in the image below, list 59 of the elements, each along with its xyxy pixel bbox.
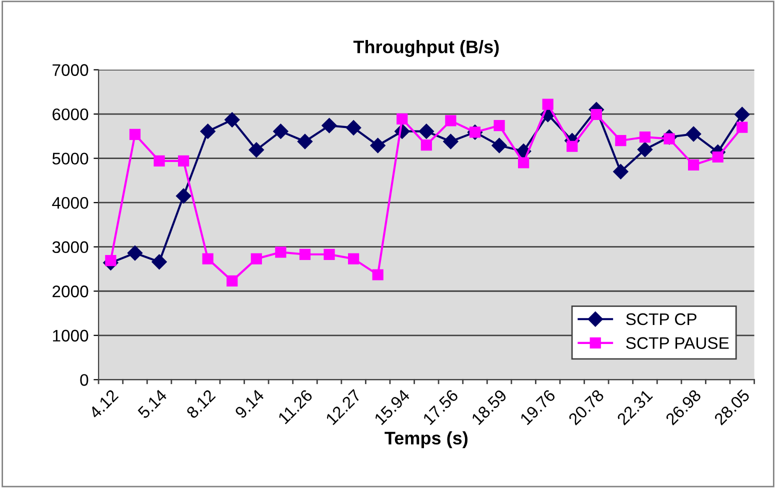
point [688,159,700,171]
point [613,164,628,180]
point [275,246,286,258]
point [637,142,653,158]
point [420,139,432,151]
point [346,120,362,136]
point [322,118,337,134]
point [224,112,240,128]
point [226,275,238,286]
point [370,138,386,154]
point [445,115,456,126]
y-tick-label: 5000 [52,152,88,165]
point [273,124,288,139]
x-tick-label: 5.14 [137,388,168,420]
point [127,245,143,261]
x-axis-title: Temps (s) [384,431,468,448]
point [348,253,360,264]
point [734,106,750,122]
point [129,128,141,140]
point [248,142,264,158]
y-tick-label: 4000 [52,196,88,209]
point [566,140,578,152]
x-tick-label: 4.12 [88,388,119,420]
point [542,98,554,110]
chart-title: Throughput (B/s) [353,40,499,57]
point [492,138,507,154]
y-tick-label: 3000 [52,241,88,254]
point [518,157,530,168]
point [105,255,116,266]
x-tick-label: 9.14 [234,388,265,420]
y-tick-label: 2000 [52,286,88,298]
point [178,155,190,167]
point [250,253,262,264]
point [176,188,192,204]
point [590,108,602,120]
point [736,122,748,133]
legend-label: SCTP PAUSE [626,337,729,349]
y-tick-label: 6000 [52,108,88,120]
point [396,113,408,124]
x-tick-label: 8.12 [186,388,216,420]
point [202,253,214,264]
point [639,132,651,143]
y-tick-label: 0 [80,374,88,386]
point [152,254,167,270]
legend-label: SCTP CP [626,313,696,326]
point [615,135,626,146]
point [712,151,724,163]
y-tick-label: 1000 [53,330,88,342]
point [494,120,505,132]
point [686,126,702,142]
point [200,124,216,139]
point [418,124,434,139]
point [297,134,313,150]
point [443,134,458,150]
point [299,248,311,260]
point [372,269,384,280]
point [324,248,335,260]
point [154,155,165,167]
y-tick-label: 7000 [52,64,88,76]
